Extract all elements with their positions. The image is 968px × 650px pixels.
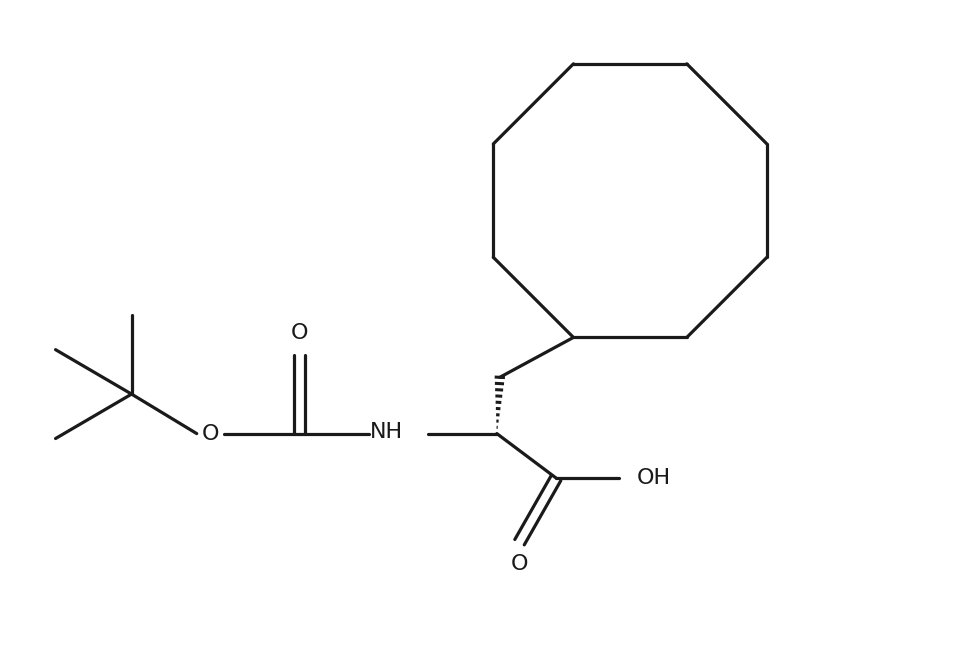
Text: NH: NH	[370, 422, 403, 441]
Text: OH: OH	[637, 468, 671, 488]
Text: O: O	[511, 554, 529, 574]
Text: O: O	[201, 424, 220, 443]
Text: O: O	[290, 323, 308, 343]
